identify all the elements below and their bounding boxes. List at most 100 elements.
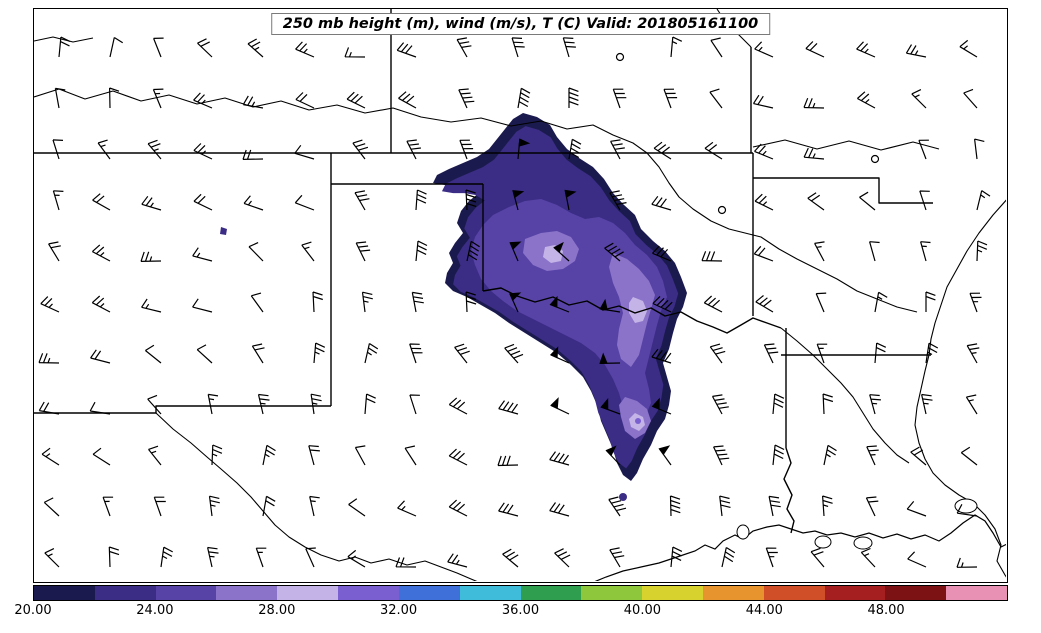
wind-barb [815,292,827,313]
wind-barb [409,394,420,415]
wind-barb [466,240,480,262]
wind-barb [147,139,162,160]
wind-barb [966,343,980,364]
wind-barb [193,193,213,211]
colorbar-tick-label: 32.00 [379,603,418,618]
wind-barb [459,139,475,160]
wind-barb [822,393,834,415]
wind-barb [294,194,315,211]
wind-barb-pennant [509,292,522,301]
map-title: 250 mb height (m), wind (m/s), T (C) Val… [270,13,771,35]
wind-barb [141,298,162,313]
wind-barb [243,195,264,211]
wind-barb [40,296,60,313]
wind-barb [610,139,625,160]
wind-barb [709,88,723,109]
wind-barb [448,397,468,415]
wind-barb [89,401,111,415]
wind-barb [415,240,428,262]
wind-barb [91,244,111,262]
wind-barb [753,245,774,262]
wind-barb [859,191,876,211]
wind-barb [153,37,164,58]
contour-fill-level-20 [619,493,627,501]
contour-fill-level-28 [629,297,647,323]
wind-barb [447,553,468,568]
wind-barb [456,37,472,58]
wind-barb [347,549,366,568]
wind-barb [919,190,930,211]
wind-barb [44,548,60,568]
wind-barb [354,445,366,466]
wind-barb [192,298,213,313]
wind-barb [52,139,64,160]
weather-map [34,9,1006,581]
wind-barb [755,295,774,313]
wind-barb [709,343,726,364]
wind-barb [242,95,264,109]
wind-barb [653,141,672,160]
wind-barb [109,87,120,109]
wind-barb [869,394,881,415]
wind-barb [312,291,323,313]
wind-barb [549,502,570,517]
wind-barb [925,291,936,312]
wind-barb [346,91,366,109]
state-border [34,405,331,414]
colorbar-segment [581,586,643,600]
wind-barb [192,247,213,262]
wind-barb [860,547,876,568]
wind-barb [364,393,376,415]
colorbar-tick-label: 48.00 [867,603,905,618]
wind-barb [568,87,579,108]
wind-barb [301,241,315,262]
wind-barb [248,242,264,262]
colorbar-tick-labels: 20.00 24.00 28.00 32.00 36.00 40.00 44.00 48.00 [14,603,1008,621]
wind-barb [250,292,264,313]
state-border [783,447,795,534]
wind-barb [768,495,781,517]
wind-barb [719,495,731,517]
wind-barb [911,89,927,109]
wind-barb [710,37,723,58]
wind-barb [918,139,929,160]
wind-barb [102,496,114,517]
colorbar-segment [338,586,399,600]
wind-barb [609,547,625,568]
wind-barb [92,447,111,466]
wind-barb-pennant [600,398,609,411]
wind-barb-pennant [553,241,564,254]
wind-barb [348,498,366,517]
colorbar-segment [155,586,217,600]
wind-barb-pennant [518,138,531,147]
wind-barb [652,295,673,313]
wind-barb [502,548,519,568]
wind-barb [721,546,736,568]
wind-barb [395,557,417,568]
wind-barb [465,291,477,313]
wind-barb [90,349,111,364]
wind-barb [43,497,60,517]
wind-barb [803,97,825,109]
wind-barb [554,548,571,568]
wind-barb [703,295,723,313]
wind-barb [207,546,219,568]
wind-barb [920,241,931,262]
wind-barb [355,241,371,262]
wind-barb [193,92,213,109]
wind-barb [247,38,264,58]
wind-barb [361,291,373,313]
wind-barb [308,445,320,466]
calm-wind-circle [717,205,727,215]
wind-barb-pennant [549,346,559,359]
colorbar-segment [398,586,460,600]
wind-barb [309,495,320,517]
wind-barb [822,495,833,517]
wind-barb [816,343,828,364]
wind-barb [197,38,213,58]
wind-barb-pennant [599,352,608,364]
wind-barb [141,195,162,211]
wind-barb [823,444,837,466]
colorbar-tick-label: 44.00 [745,603,783,618]
wind-barb [498,400,519,415]
